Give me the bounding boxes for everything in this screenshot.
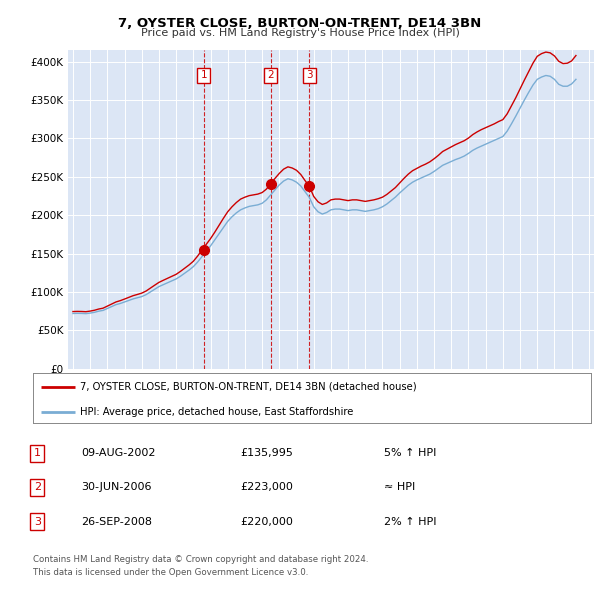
- Text: 09-AUG-2002: 09-AUG-2002: [81, 448, 155, 458]
- Text: This data is licensed under the Open Government Licence v3.0.: This data is licensed under the Open Gov…: [33, 568, 308, 577]
- Text: £220,000: £220,000: [240, 517, 293, 526]
- Text: Contains HM Land Registry data © Crown copyright and database right 2024.: Contains HM Land Registry data © Crown c…: [33, 555, 368, 564]
- Text: ≈ HPI: ≈ HPI: [384, 483, 415, 492]
- Text: 2: 2: [34, 483, 41, 492]
- Text: 5% ↑ HPI: 5% ↑ HPI: [384, 448, 436, 458]
- Text: 3: 3: [34, 517, 41, 526]
- Text: 7, OYSTER CLOSE, BURTON-ON-TRENT, DE14 3BN (detached house): 7, OYSTER CLOSE, BURTON-ON-TRENT, DE14 3…: [80, 382, 417, 392]
- Text: 2: 2: [268, 70, 274, 80]
- Text: 7, OYSTER CLOSE, BURTON-ON-TRENT, DE14 3BN: 7, OYSTER CLOSE, BURTON-ON-TRENT, DE14 3…: [118, 17, 482, 30]
- Text: HPI: Average price, detached house, East Staffordshire: HPI: Average price, detached house, East…: [80, 407, 354, 417]
- Text: 1: 1: [34, 448, 41, 458]
- Text: 30-JUN-2006: 30-JUN-2006: [81, 483, 151, 492]
- Text: 26-SEP-2008: 26-SEP-2008: [81, 517, 152, 526]
- Text: £223,000: £223,000: [240, 483, 293, 492]
- Text: 3: 3: [306, 70, 313, 80]
- Text: Price paid vs. HM Land Registry's House Price Index (HPI): Price paid vs. HM Land Registry's House …: [140, 28, 460, 38]
- Text: £135,995: £135,995: [240, 448, 293, 458]
- Text: 2% ↑ HPI: 2% ↑ HPI: [384, 517, 437, 526]
- Text: 1: 1: [200, 70, 207, 80]
